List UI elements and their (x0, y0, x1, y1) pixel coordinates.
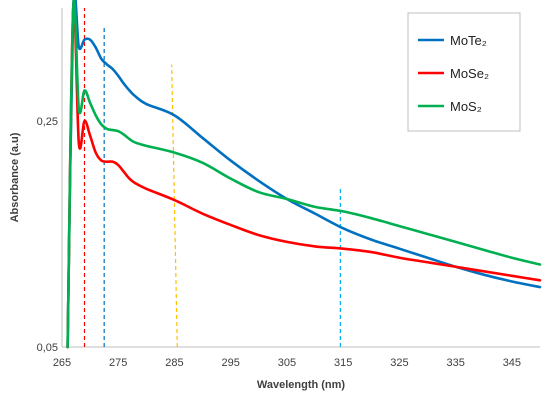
marker-line-3 (171, 64, 178, 348)
y-tick-labels: 0,05 0,25 (37, 116, 58, 354)
x-tick-labels: 265 275 285 295 305 315 325 335 345 (53, 357, 521, 369)
x-tick-label: 315 (334, 357, 352, 369)
marker-lines (83, 8, 341, 348)
x-tick-label: 285 (165, 357, 183, 369)
x-tick-label: 295 (222, 357, 240, 369)
x-tick-label: 335 (446, 357, 464, 369)
series-lines (66, 0, 542, 349)
plot-area (61, 0, 542, 349)
y-tick-label: 0,25 (37, 116, 58, 128)
legend-label-2: MoSe₂ (450, 66, 489, 81)
y-axis-title: Absorbance (a.u) (9, 132, 21, 222)
x-tick-label: 325 (390, 357, 408, 369)
y-tick-label: 0,05 (37, 342, 58, 354)
x-axis-title: Wavelength (nm) (257, 379, 346, 391)
x-tick-label: 265 (53, 357, 71, 369)
series-line-3 (66, 0, 542, 349)
legend-label-3: MoS₂ (450, 99, 482, 114)
legend-label-1: MoTe₂ (450, 33, 487, 48)
x-tick-label: 305 (278, 357, 296, 369)
series-line-1 (66, 0, 542, 349)
x-tick-label: 275 (109, 357, 127, 369)
x-tick-label: 345 (503, 357, 521, 369)
series-line-2 (66, 2, 542, 349)
legend: MoTe₂ MoSe₂ MoS₂ (407, 12, 521, 132)
